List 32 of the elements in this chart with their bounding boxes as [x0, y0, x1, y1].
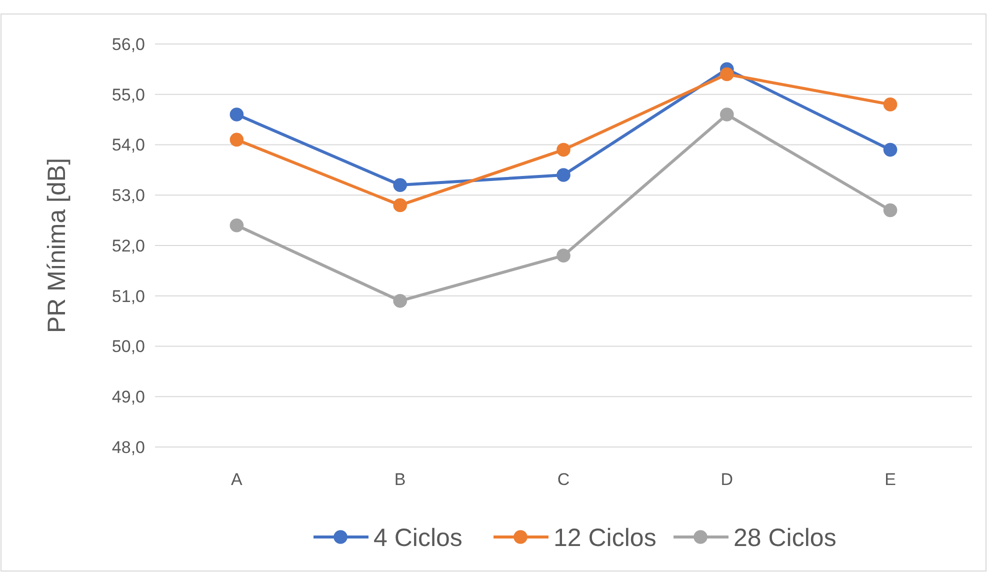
legend-label: 28 Ciclos [734, 524, 836, 552]
x-tick-label: A [231, 470, 244, 489]
x-tick-label: E [884, 470, 896, 489]
point [393, 198, 408, 212]
point [883, 203, 898, 218]
point [556, 168, 570, 182]
point [883, 98, 898, 112]
y-tick-label: 48,0 [112, 438, 145, 457]
y-tick-label: 54,0 [112, 136, 145, 155]
x-tick-label: B [394, 470, 406, 489]
point [230, 132, 244, 147]
y-tick-label: 50,0 [112, 337, 145, 356]
point [393, 178, 408, 192]
y-tick-label: 52,0 [112, 236, 145, 256]
legend-label: 4 Ciclos [374, 524, 462, 552]
point [230, 108, 244, 122]
point [720, 108, 734, 122]
y-axis-title: PR Mínima [dB] [43, 158, 71, 334]
x-tick-label: C [557, 470, 570, 489]
y-tick-label: 49,0 [112, 388, 145, 407]
point [883, 142, 898, 157]
point [556, 142, 570, 157]
y-tick-label: 55,0 [112, 85, 145, 104]
point [720, 67, 734, 82]
y-tick-label: 51,0 [112, 286, 145, 306]
point [556, 248, 570, 262]
legend-label: 12 Ciclos [554, 524, 656, 552]
x-tick-label: D [720, 470, 734, 489]
y-tick-label: 56,0 [112, 34, 145, 54]
point [393, 294, 408, 308]
y-tick-label: 53,0 [112, 186, 145, 206]
point [230, 218, 244, 232]
